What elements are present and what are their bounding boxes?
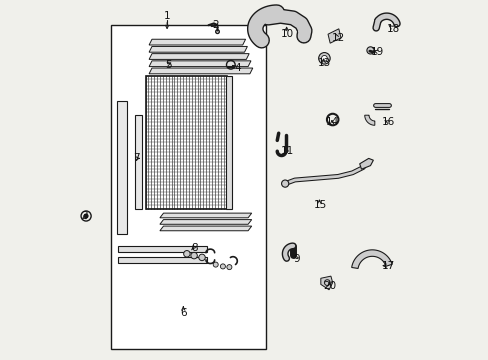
Circle shape [199,254,205,261]
Polygon shape [149,68,252,74]
Text: 12: 12 [331,33,344,43]
Text: 1: 1 [163,11,170,21]
Text: 7: 7 [133,153,140,163]
Polygon shape [149,46,247,52]
Text: 6: 6 [180,308,186,318]
Circle shape [318,53,329,64]
Text: 9: 9 [293,254,300,264]
Text: 16: 16 [381,117,394,127]
Text: 20: 20 [323,281,336,291]
Polygon shape [149,61,250,67]
Polygon shape [118,257,206,263]
Circle shape [321,55,326,61]
Circle shape [220,264,225,269]
Polygon shape [118,246,206,252]
Text: 8: 8 [190,243,197,253]
Circle shape [183,251,190,257]
Text: 13: 13 [317,58,330,68]
Circle shape [281,180,288,187]
Polygon shape [134,115,142,209]
Polygon shape [149,54,249,59]
Text: 5: 5 [165,60,172,70]
Polygon shape [117,101,127,234]
Circle shape [213,262,218,267]
Text: 2: 2 [212,20,219,30]
Bar [145,76,226,209]
Text: 17: 17 [381,261,394,271]
Text: 18: 18 [386,24,400,34]
Polygon shape [149,39,245,45]
Text: 4: 4 [234,63,240,73]
Circle shape [190,252,197,259]
Polygon shape [226,76,231,209]
Polygon shape [320,276,332,290]
Polygon shape [327,29,340,43]
Circle shape [366,47,373,54]
Text: 15: 15 [313,200,326,210]
Text: 3: 3 [81,211,87,221]
Polygon shape [351,250,391,269]
Text: 14: 14 [325,117,339,127]
Text: 19: 19 [370,47,384,57]
Circle shape [84,214,88,218]
Bar [111,25,265,349]
Polygon shape [160,213,251,218]
Polygon shape [160,220,251,224]
Polygon shape [160,226,251,231]
Polygon shape [364,115,374,125]
Circle shape [226,265,231,270]
Text: 11: 11 [280,146,293,156]
Polygon shape [359,158,373,169]
Text: 10: 10 [280,29,293,39]
